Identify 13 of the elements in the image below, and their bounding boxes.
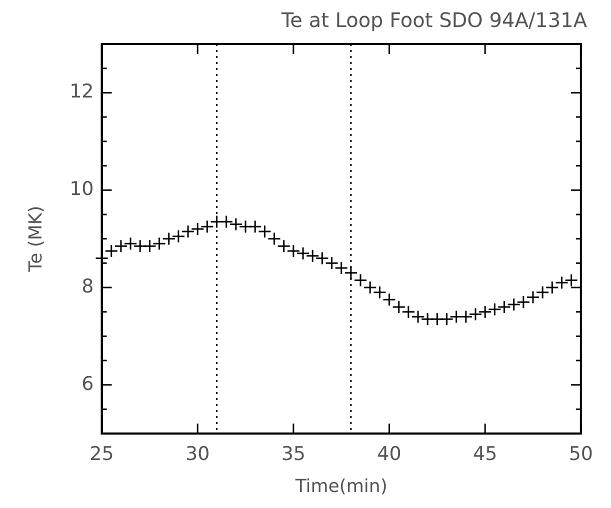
x-tick-label: 35 <box>281 442 306 465</box>
y-tick-label: 10 <box>70 178 94 200</box>
y-tick-label: 6 <box>82 372 94 395</box>
y-tick-label: 8 <box>82 275 94 298</box>
x-tick-label: 40 <box>377 442 402 465</box>
x-axis-title: Time(min) <box>294 476 388 497</box>
y-tick-label: 12 <box>70 80 94 103</box>
x-tick-label: 50 <box>568 442 594 465</box>
x-tick-label: 45 <box>472 442 498 465</box>
y-axis-title: Te (MK) <box>25 206 46 273</box>
chart-title: Te at Loop Foot SDO 94A/131A <box>280 8 588 32</box>
x-tick-label: 25 <box>90 442 114 465</box>
x-tick-label: 30 <box>186 442 210 465</box>
